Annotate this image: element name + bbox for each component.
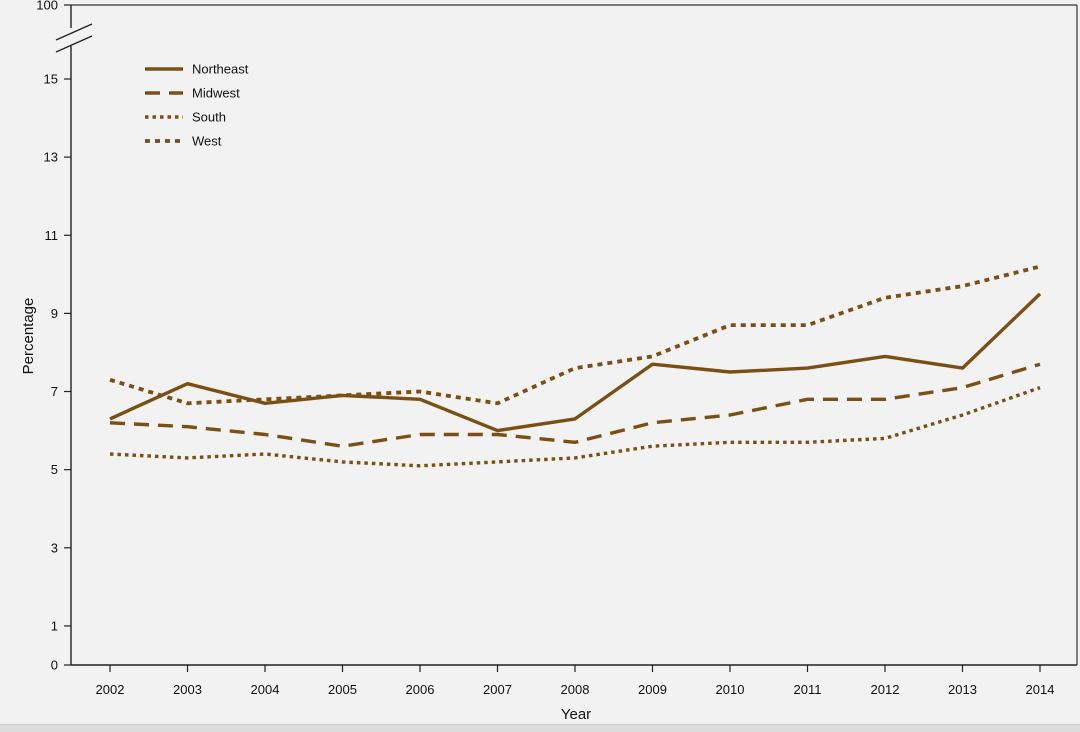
x-axis-title: Year: [561, 706, 591, 723]
x-tick-label: 2010: [716, 682, 745, 697]
y-tick-label: 5: [51, 462, 58, 477]
series-line-midwest: [110, 364, 1040, 446]
x-tick-label: 2012: [871, 682, 900, 697]
y-tick-label: 100: [36, 0, 58, 13]
y-tick-label: 9: [51, 306, 58, 321]
axis-break-mark: [56, 24, 92, 40]
x-tick-label: 2011: [794, 682, 822, 697]
series-line-west: [110, 267, 1040, 404]
y-tick-label: 13: [44, 150, 58, 165]
legend-label-northeast: Northeast: [192, 62, 249, 77]
legend-label-midwest: Midwest: [192, 86, 240, 101]
legend: Northeast Midwest South West: [145, 62, 249, 149]
x-tick-label: 2008: [561, 682, 590, 697]
series-line-northeast: [110, 294, 1040, 431]
x-tick-label: 2007: [483, 682, 512, 697]
y-axis-title: Percentage: [20, 298, 37, 375]
y-tick-label: 7: [51, 384, 58, 399]
x-tick-label: 2005: [328, 682, 357, 697]
y-tick-label: 15: [44, 72, 58, 87]
x-tick-label: 2003: [173, 682, 202, 697]
y-tick-label: 11: [45, 228, 59, 243]
y-tick-label: 1: [51, 618, 58, 633]
y-tick-label: 0: [51, 658, 58, 673]
axis-break-mark: [56, 36, 92, 52]
x-tick-label: 2013: [948, 682, 977, 697]
x-tick-label: 2009: [638, 682, 667, 697]
y-tick-label: 3: [51, 540, 58, 555]
x-tick-label: 2006: [406, 682, 435, 697]
x-tick-label: 2004: [251, 682, 280, 697]
x-tick-label: 2002: [96, 682, 125, 697]
legend-label-south: South: [192, 110, 226, 125]
legend-label-west: West: [192, 134, 222, 149]
x-tick-label: 2014: [1026, 682, 1055, 697]
